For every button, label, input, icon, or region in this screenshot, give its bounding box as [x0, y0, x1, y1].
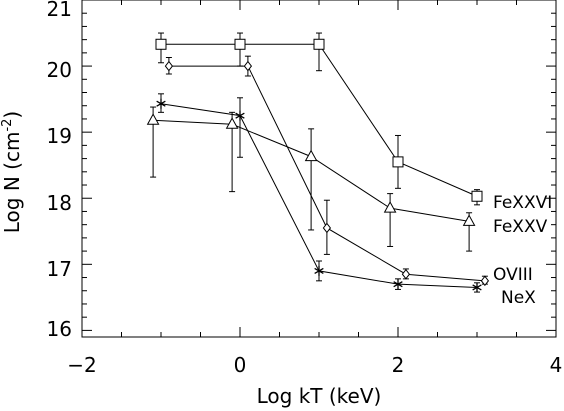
data-point-oviii	[322, 222, 332, 234]
data-point-oviii	[164, 60, 174, 72]
data-point-oviii	[243, 60, 253, 72]
data-point-oviii	[401, 268, 411, 280]
y-tick-label: 16	[47, 317, 72, 341]
data-point-fexxvi	[392, 156, 404, 168]
series-fexxv	[146, 106, 476, 252]
data-point-fexxv	[304, 149, 318, 162]
series-nex	[156, 93, 482, 293]
data-point-fexxv	[146, 113, 160, 125]
data-point-fexxvi	[471, 190, 483, 202]
data-point-fexxv	[225, 117, 239, 129]
data-point-fexxv	[383, 201, 397, 213]
data-point-fexxvi	[155, 38, 167, 50]
y-axis-label-close: )	[0, 111, 24, 119]
data-point-fexxvi	[234, 38, 246, 50]
series-label-fexxv: FeXXV	[493, 217, 548, 237]
data-point-nex	[314, 265, 324, 276]
y-tick-label: 19	[47, 124, 72, 148]
series-oviii	[164, 55, 490, 287]
x-tick-label: 4	[550, 353, 563, 377]
x-axis-label: Log kT (keV)	[257, 384, 382, 408]
data-point-nex	[472, 282, 482, 293]
y-tick-label: 17	[47, 257, 72, 281]
data-point-fexxvi	[313, 38, 325, 50]
series-label-fexxvi: FeXXVI	[493, 193, 552, 213]
data-point-nex	[235, 110, 245, 121]
y-axis-label: Log N (cm-2)	[0, 111, 24, 233]
data-point-fexxv	[462, 214, 476, 226]
data-point-oviii	[480, 275, 490, 287]
y-tick-label: 20	[47, 58, 72, 82]
series-line-nex	[160, 103, 478, 288]
data-point-nex	[156, 98, 166, 109]
series-fexxvi	[155, 32, 483, 206]
x-tick-label: 2	[392, 353, 405, 377]
y-axis-label-main: Log N (cm	[0, 132, 24, 234]
series-label-oviii: OVIII	[493, 265, 533, 285]
series-label-nex: NeX	[501, 288, 536, 308]
data-point-nex	[393, 279, 403, 290]
x-tick-label: −2	[67, 353, 96, 377]
data-layer	[146, 32, 490, 293]
y-tick-label: 18	[47, 191, 72, 215]
x-tick-label: 0	[234, 353, 247, 377]
axis-ticks	[81, 0, 557, 337]
y-axis-label-exponent: -2	[0, 119, 15, 132]
y-tick-label: 21	[47, 0, 72, 21]
